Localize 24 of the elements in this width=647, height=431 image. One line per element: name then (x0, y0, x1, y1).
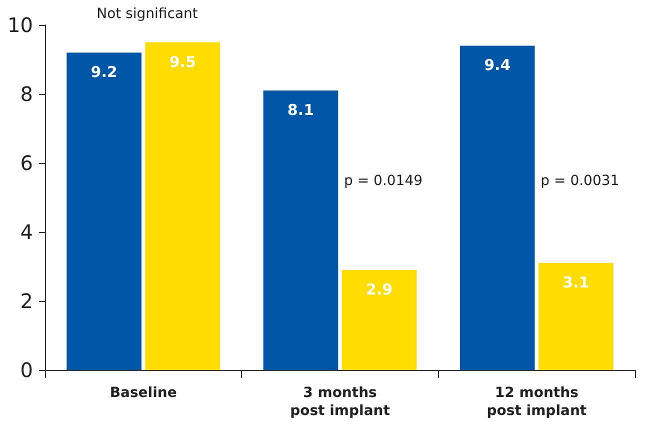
bar (66, 52, 142, 370)
data-label: 9.4 (484, 56, 511, 74)
bar (145, 42, 220, 370)
y-tick-label: 2 (20, 289, 33, 313)
x-tick-label: Baseline (110, 385, 177, 401)
data-label: 3.1 (562, 274, 590, 292)
x-tick-label: 12 months post implant (486, 385, 587, 419)
y-tick-label: 4 (20, 220, 33, 244)
text: Not significant (96, 6, 198, 22)
data-label: 9.2 (90, 63, 118, 82)
data-label: 2.9 (366, 280, 393, 298)
data-label: 9.5 (169, 52, 196, 71)
annotation: p = 0.0149 (344, 173, 423, 189)
y-tick-label: 0 (20, 358, 33, 382)
bar (342, 270, 417, 370)
x-tick-label: 3 months post implant (290, 385, 390, 419)
y-tick-label: 8 (20, 82, 33, 106)
bar (538, 263, 614, 370)
bar (460, 46, 535, 370)
bar (263, 90, 338, 370)
data-label: 8.1 (287, 101, 314, 120)
y-tick-label: 6 (20, 151, 33, 175)
y-tick-label: 10 (8, 13, 33, 37)
annotation: p = 0.0031 (540, 173, 620, 189)
